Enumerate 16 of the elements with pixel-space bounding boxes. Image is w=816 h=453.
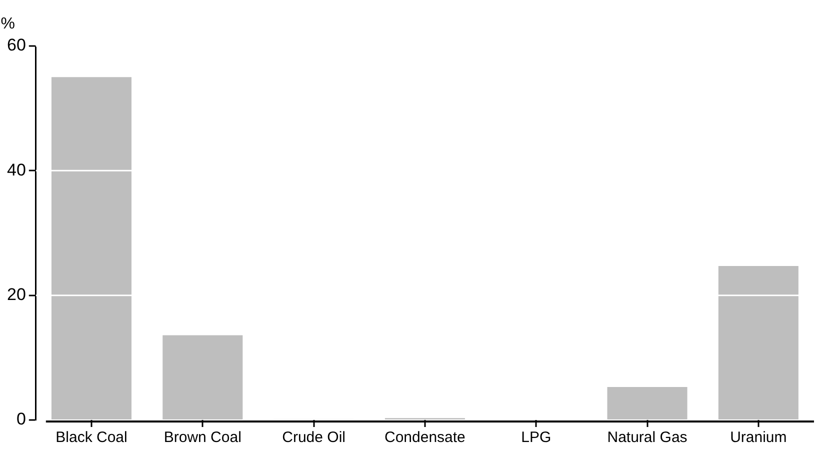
x-tick-label: Natural Gas <box>607 429 688 446</box>
bar <box>607 386 688 420</box>
y-tick-label: 60 <box>6 36 26 55</box>
y-axis-title: % <box>0 15 16 32</box>
y-tick-label: 40 <box>6 160 26 180</box>
x-tick-label: LPG <box>521 429 552 446</box>
x-tick-label: Crude Oil <box>282 429 346 446</box>
x-tick-label: Condensate <box>384 429 466 446</box>
y-tick-label: 20 <box>6 285 26 304</box>
x-tick-label: Black Coal <box>56 429 128 446</box>
y-tick-label: 0 <box>16 410 26 429</box>
bar <box>51 77 132 420</box>
bar <box>718 266 798 420</box>
x-tick-label: Brown Coal <box>164 429 242 446</box>
x-tick-label: Uranium <box>730 429 787 446</box>
bar <box>162 335 243 420</box>
